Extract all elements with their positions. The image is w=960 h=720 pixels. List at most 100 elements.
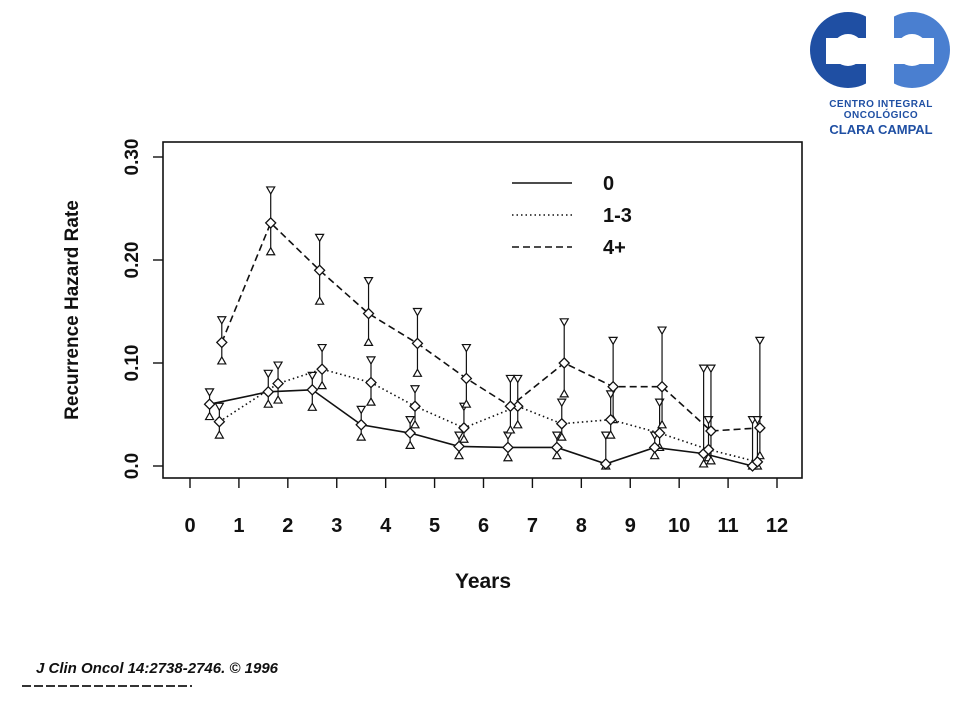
lower-bound-marker [559, 388, 570, 398]
upper-bound-marker [556, 398, 567, 408]
x-tick-label: 1 [233, 515, 244, 537]
data-point [604, 413, 617, 426]
x-tick-label: 0 [184, 515, 195, 537]
lower-bound-marker [216, 355, 227, 365]
data-point [362, 307, 375, 320]
data-point [753, 421, 766, 434]
data-point [751, 455, 764, 468]
data-point [409, 400, 421, 413]
x-tick-label: 5 [429, 515, 440, 537]
lower-bound-marker [461, 398, 472, 408]
lower-bound-marker [502, 452, 513, 462]
data-point [272, 377, 284, 390]
lower-bound-marker [356, 431, 367, 441]
data-point [502, 441, 514, 454]
x-tick-label: 12 [766, 515, 788, 537]
hazard-rate-chart: 0 1 2 3 4 5 6 7 8 9 10 11 120.00.100.200.30 01-34+ Y… [62, 139, 803, 593]
upper-bound-marker [559, 318, 570, 328]
lower-bound-marker [556, 431, 567, 441]
x-tick-label: 7 [527, 515, 538, 537]
upper-bound-marker [454, 431, 465, 441]
upper-bound-marker [512, 374, 523, 384]
lower-bound-marker [363, 337, 374, 346]
lower-bound-marker [705, 455, 716, 465]
lower-bound-marker [458, 434, 469, 443]
upper-bound-marker [263, 369, 274, 379]
lower-bound-marker [605, 429, 616, 439]
x-tick-label: 10 [668, 515, 690, 537]
lower-bound-marker [204, 411, 215, 421]
data-point [411, 337, 424, 350]
x-tick-label: 11 [718, 515, 739, 537]
upper-bound-marker [409, 385, 421, 394]
upper-bound-marker [698, 364, 709, 374]
upper-bound-marker [317, 343, 328, 353]
data-point [705, 425, 717, 437]
logo-line-1: CENTRO INTEGRAL [829, 99, 933, 110]
data-point [203, 398, 216, 411]
lower-bound-marker [273, 394, 284, 404]
y-tick-label: 0.10 [122, 345, 143, 382]
error-bars [204, 186, 765, 470]
x-tick-label: 6 [478, 515, 489, 537]
series-line-1-3 [218, 368, 758, 463]
data-point [355, 418, 368, 431]
data-point [213, 415, 226, 428]
lower-bound-marker [263, 398, 274, 408]
series-line-0 [209, 388, 753, 467]
data-point [599, 458, 612, 470]
lower-bound-marker [454, 450, 465, 460]
data-point [702, 443, 715, 456]
data-point [656, 380, 668, 393]
upper-bound-marker [363, 277, 374, 286]
clara-campal-logo: CENTRO INTEGRAL ONCOLÓGICO CLARA CAMPAL [808, 4, 954, 140]
lower-bound-marker [412, 368, 423, 377]
upper-bound-marker [405, 416, 416, 425]
lower-bound-marker [265, 246, 276, 256]
upper-bound-marker [705, 364, 716, 374]
x-axis-label: Years [455, 570, 511, 593]
lower-bound-marker [505, 424, 516, 434]
lower-bound-marker [551, 450, 562, 460]
data-points [203, 217, 766, 472]
legend-label: 1-3 [603, 205, 632, 227]
cut-off-text-line [22, 684, 192, 688]
upper-bound-marker [657, 326, 668, 336]
logo-cross-icon [810, 10, 950, 90]
upper-bound-marker [365, 356, 377, 366]
data-point [365, 376, 377, 389]
lower-bound-marker [649, 450, 660, 460]
x-tick-label: 2 [282, 515, 293, 537]
lower-bound-marker [307, 402, 318, 411]
y-tick-label: 0.20 [122, 242, 143, 279]
data-point [313, 264, 326, 277]
data-point [306, 383, 319, 396]
lower-bound-marker [365, 396, 377, 406]
y-axis-label: Recurrence Hazard Rate [62, 200, 83, 420]
lower-bound-marker [512, 419, 523, 429]
upper-bound-marker [412, 307, 423, 317]
plot-frame [162, 141, 803, 479]
data-point [262, 385, 275, 398]
upper-bound-marker [307, 371, 318, 381]
lower-bound-marker [405, 440, 416, 449]
data-point [648, 441, 661, 454]
series-line-4+ [221, 221, 760, 432]
upper-bound-marker [551, 431, 562, 441]
lower-bound-marker [214, 429, 225, 439]
data-point [504, 400, 517, 413]
lower-bound-marker [317, 380, 328, 390]
legend-label: 0 [603, 173, 614, 195]
y-tick-label: 0.0 [122, 453, 143, 479]
data-point [460, 372, 473, 385]
upper-bound-marker [265, 186, 276, 196]
y-tick-label: 0.30 [122, 139, 143, 176]
upper-bound-marker [608, 336, 619, 346]
legend: 0 1-3 4+ [512, 173, 632, 259]
lower-bound-marker [314, 295, 325, 305]
upper-bound-marker [273, 361, 284, 371]
upper-bound-marker [356, 405, 367, 415]
data-point [458, 421, 470, 434]
data-point [555, 417, 568, 430]
upper-bound-marker [505, 374, 516, 384]
